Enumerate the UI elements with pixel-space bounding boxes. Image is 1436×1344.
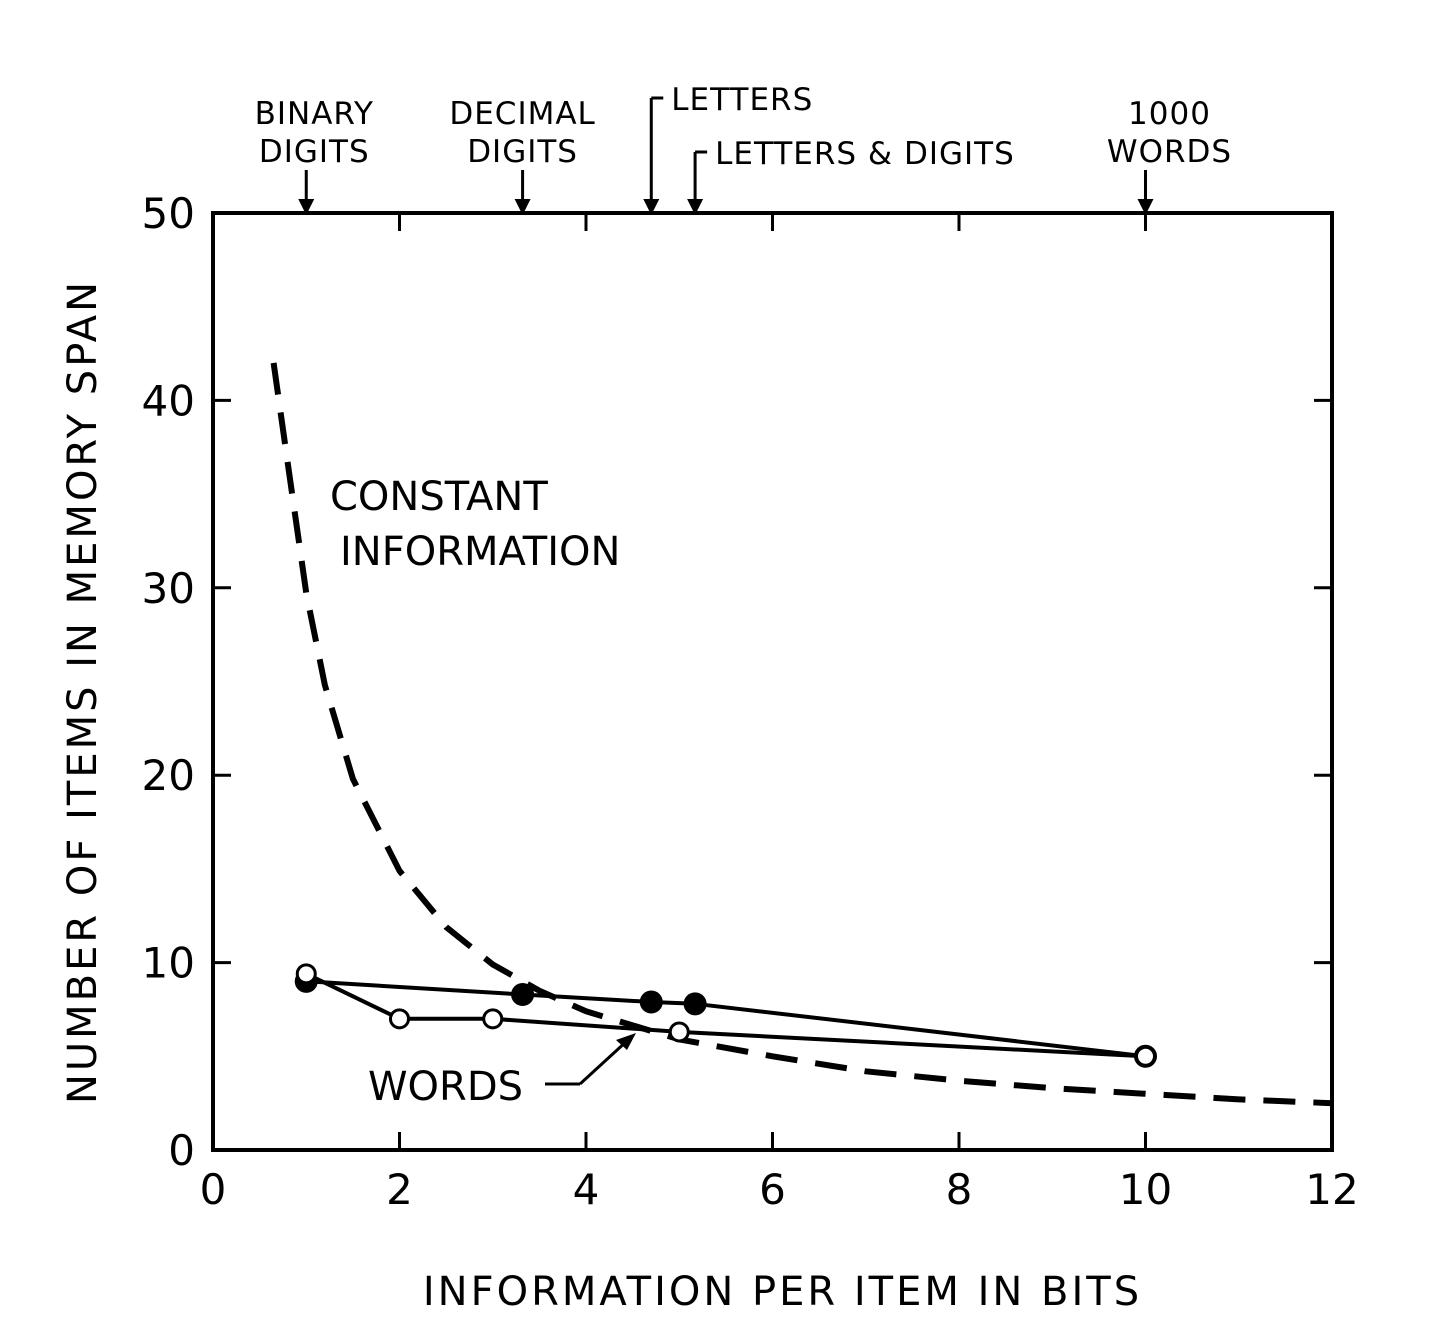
data-point-filled	[511, 982, 535, 1006]
top-markers-layer: BINARYDIGITSDECIMALDIGITSLETTERSLETTERS …	[255, 82, 1232, 215]
y-tick-label: 50	[142, 189, 195, 238]
annotation-words: WORDS	[368, 1064, 523, 1110]
point-markers-layer	[294, 963, 1157, 1068]
ticks-layer: 0 2 4 6 8 10 12 0 10 20 30 40 50	[142, 189, 1359, 1214]
top-marker-label: 1000	[1128, 96, 1211, 132]
top-marker-arrow-head	[687, 199, 704, 215]
top-marker-label: DIGITS	[467, 134, 578, 170]
y-tick-label: 0	[168, 1126, 195, 1175]
data-point-open	[668, 1021, 690, 1043]
data-point-filled	[639, 990, 663, 1014]
annotation-constant-information: CONSTANT INFORMATION	[330, 474, 620, 575]
y-tick-label: 30	[142, 564, 195, 613]
data-point-open	[482, 1008, 504, 1030]
x-tick-label: 0	[200, 1165, 227, 1214]
series-line-constant-information	[270, 362, 1333, 1107]
x-tick-label: 8	[946, 1165, 973, 1214]
x-tick-label: 10	[1119, 1165, 1172, 1214]
top-marker-arrow-head	[1137, 199, 1154, 215]
annotation-leaders	[545, 1033, 636, 1086]
y-tick-label: 10	[142, 939, 195, 988]
top-marker-arrow-head	[514, 199, 531, 215]
x-tick-label: 2	[386, 1165, 413, 1214]
data-point-open	[295, 963, 317, 985]
data-point-open	[1135, 1045, 1156, 1067]
annotation-constant-line-2: INFORMATION	[340, 529, 620, 575]
x-tick-label: 12	[1305, 1165, 1358, 1214]
x-axis-title: INFORMATION PER ITEM IN BITS	[423, 1269, 1142, 1315]
data-point-filled	[683, 992, 707, 1016]
y-tick-label: 40	[142, 376, 195, 425]
top-marker-label: DECIMAL	[449, 96, 595, 132]
top-marker-label: BINARY	[255, 96, 374, 132]
y-axis-title: NUMBER OF ITEMS IN MEMORY SPAN	[60, 279, 106, 1104]
top-marker-label: DIGITS	[259, 134, 370, 170]
words-leader-arrowhead	[616, 1033, 636, 1050]
top-marker-arrow-head	[643, 199, 660, 215]
top-marker-label: WORDS	[1107, 134, 1232, 170]
top-marker-label: LETTERS	[671, 82, 813, 118]
x-tick-label: 4	[573, 1165, 600, 1214]
y-tick-label: 20	[142, 751, 195, 800]
series-line-words	[305, 971, 1146, 1059]
top-marker-arrow-head	[298, 199, 315, 215]
top-marker-label: LETTERS & DIGITS	[715, 136, 1015, 172]
data-point-open	[389, 1008, 410, 1030]
words-leader-line	[578, 1038, 630, 1086]
annotation-constant-line-1: CONSTANT	[330, 474, 548, 520]
x-tick-label: 6	[759, 1165, 786, 1214]
